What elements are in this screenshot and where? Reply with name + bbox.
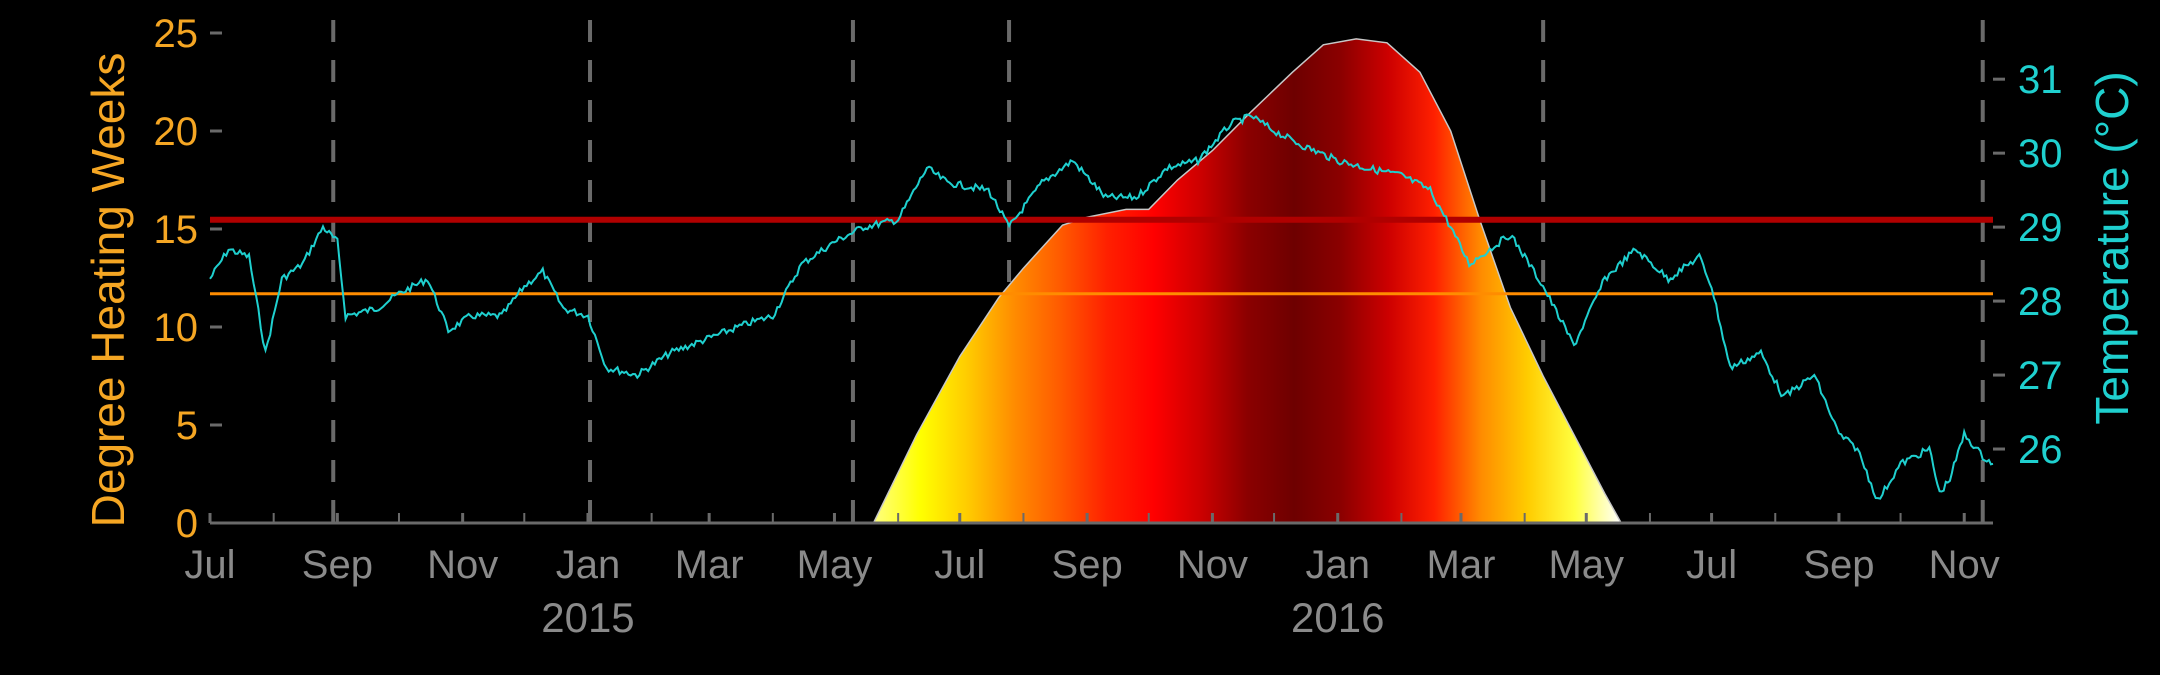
y-right-tick-label: 27 (2018, 354, 2063, 398)
y-left-tick-label: 20 (154, 110, 199, 154)
y-axis-left-title: Degree Heating Weeks (82, 53, 134, 528)
dashed-reference-lines (331, 20, 1985, 523)
x-tick-label: Sep (302, 543, 373, 587)
y-right-tick-label: 29 (2018, 206, 2063, 250)
y-axis-right-title: Temperature (°C) (2086, 71, 2138, 424)
y-left-tick-label: 25 (154, 12, 199, 56)
x-year-label: 2015 (541, 594, 634, 641)
x-tick-label: Mar (675, 543, 744, 587)
y-left-tick-label: 0 (176, 502, 198, 546)
x-tick-label: Jul (934, 543, 985, 587)
temperature-line (209, 113, 1994, 500)
x-axis: Jul Sep Nov Jan Mar May Jul Sep Nov Jan Mar May Jul S… (184, 513, 2000, 641)
x-year-label: 2016 (1291, 594, 1384, 641)
y-left-tick-label: 10 (154, 306, 199, 350)
y-right-tick-label: 28 (2018, 280, 2063, 324)
x-tick-label: Jul (1686, 543, 1737, 587)
x-tick-label: Nov (1177, 543, 1248, 587)
x-tick-label: Sep (1052, 543, 1123, 587)
x-tick-label: Nov (1929, 543, 2000, 587)
x-tick-label: Sep (1803, 543, 1874, 587)
x-tick-label: May (797, 543, 873, 587)
y-left-tick-label: 5 (176, 404, 198, 448)
x-tick-label: Nov (427, 543, 498, 587)
y-left-tick-label: 15 (154, 208, 199, 252)
x-tick-label: Jul (184, 543, 235, 587)
y-right-tick-label: 31 (2018, 58, 2063, 102)
y-right-tick-label: 30 (2018, 132, 2063, 176)
y-axis-left: 0 5 10 15 20 25 (154, 12, 222, 546)
x-tick-label: Jan (556, 543, 621, 587)
y-right-tick-label: 26 (2018, 428, 2063, 472)
x-tick-label: Jan (1305, 543, 1370, 587)
y-axis-right: 26 27 28 29 30 31 (1993, 58, 2063, 472)
x-tick-label: Mar (1427, 543, 1496, 587)
x-tick-label: May (1548, 543, 1624, 587)
